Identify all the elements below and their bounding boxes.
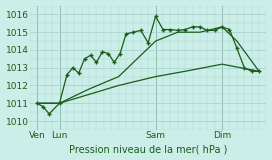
X-axis label: Pression niveau de la mer( hPa ): Pression niveau de la mer( hPa )	[69, 144, 227, 154]
